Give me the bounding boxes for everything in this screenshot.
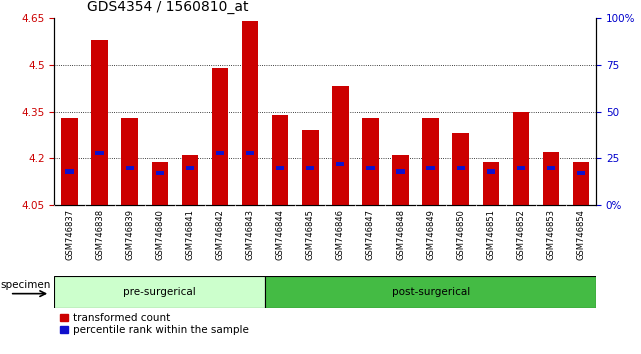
Bar [151, 161, 168, 205]
Text: GSM746853: GSM746853 [547, 209, 556, 260]
Bar [302, 130, 319, 205]
Bar [181, 155, 198, 205]
Bar [422, 118, 439, 205]
Bar [426, 166, 435, 170]
Bar [242, 21, 258, 205]
Bar [487, 170, 495, 173]
Bar [483, 161, 499, 205]
Bar [547, 166, 555, 170]
Bar [577, 171, 585, 176]
Bar [121, 118, 138, 205]
Text: GSM746841: GSM746841 [185, 209, 194, 260]
Bar [517, 166, 525, 170]
Bar [543, 152, 559, 205]
Text: GSM746851: GSM746851 [487, 209, 495, 260]
Bar [362, 118, 379, 205]
Text: GSM746852: GSM746852 [517, 209, 526, 260]
Bar [126, 166, 134, 170]
Bar [156, 171, 164, 176]
Bar [513, 112, 529, 205]
Text: pre-surgerical: pre-surgerical [124, 287, 196, 297]
Bar [96, 151, 104, 155]
Text: specimen: specimen [0, 280, 51, 290]
Text: GSM746842: GSM746842 [215, 209, 224, 260]
Bar [392, 155, 409, 205]
Bar [216, 151, 224, 155]
Bar [573, 161, 589, 205]
Bar [306, 166, 314, 170]
Text: GSM746848: GSM746848 [396, 209, 405, 260]
Bar [366, 166, 374, 170]
Bar [332, 86, 349, 205]
Bar [92, 40, 108, 205]
Text: GSM746844: GSM746844 [276, 209, 285, 260]
Bar [186, 166, 194, 170]
Bar [265, 276, 596, 308]
Bar [246, 151, 254, 155]
Bar [276, 166, 285, 170]
Text: GSM746847: GSM746847 [366, 209, 375, 260]
Bar [65, 170, 74, 173]
Text: GSM746845: GSM746845 [306, 209, 315, 260]
Text: GDS4354 / 1560810_at: GDS4354 / 1560810_at [87, 0, 248, 14]
Bar [62, 118, 78, 205]
Text: post-surgerical: post-surgerical [392, 287, 470, 297]
Bar [54, 276, 265, 308]
Text: GSM746846: GSM746846 [336, 209, 345, 260]
Text: GSM746837: GSM746837 [65, 209, 74, 260]
Text: GSM746850: GSM746850 [456, 209, 465, 260]
Text: GSM746854: GSM746854 [577, 209, 586, 260]
Bar [396, 170, 404, 173]
Text: GSM746843: GSM746843 [246, 209, 254, 260]
Legend: transformed count, percentile rank within the sample: transformed count, percentile rank withi… [60, 313, 249, 335]
Bar [453, 133, 469, 205]
Bar [212, 68, 228, 205]
Text: GSM746839: GSM746839 [125, 209, 134, 260]
Bar [272, 115, 288, 205]
Bar [456, 166, 465, 170]
Text: GSM746840: GSM746840 [155, 209, 164, 260]
Text: GSM746849: GSM746849 [426, 209, 435, 260]
Text: GSM746838: GSM746838 [95, 209, 104, 260]
Bar [337, 162, 344, 166]
